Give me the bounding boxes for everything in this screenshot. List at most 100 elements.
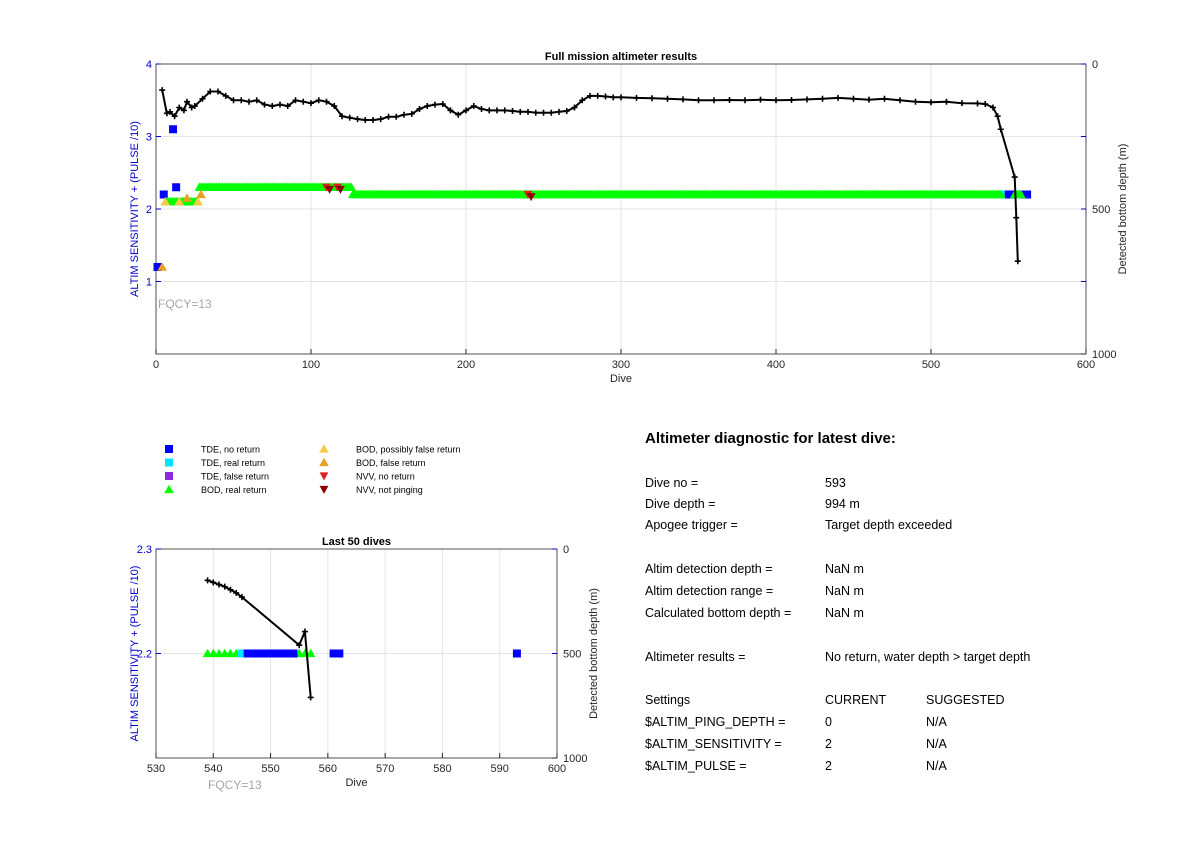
data-point: [773, 97, 779, 104]
y-tick-label: 2: [146, 204, 152, 216]
data-point: [216, 581, 223, 588]
data-point: [897, 97, 903, 104]
data-point: [182, 193, 192, 202]
series-tde-real-return: [237, 649, 246, 658]
data-point: [277, 101, 283, 108]
data-point: [260, 649, 269, 658]
diag-row-calculated-bottom-depth: Calculated bottom depth = NaN m: [645, 606, 1165, 624]
data-point: [804, 96, 810, 103]
diag-label: Dive depth =: [645, 497, 716, 511]
diag-row-apogee-trigger: Apogee trigger = Target depth exceeded: [645, 518, 1165, 536]
legend-label: NVV, no return: [356, 472, 415, 482]
data-point: [525, 108, 531, 115]
data-point: [153, 263, 162, 271]
data-point: [255, 649, 264, 658]
data-point: [171, 113, 178, 120]
data-point: [974, 100, 981, 107]
data-point: [881, 95, 888, 102]
diag-label: Altimeter results =: [645, 650, 746, 664]
settings-suggested: N/A: [926, 759, 947, 773]
data-point: [230, 97, 237, 104]
diag-value: NaN m: [825, 606, 864, 620]
diag-label: Apogee trigger =: [645, 518, 738, 532]
settings-row-pulse: $ALTIM_PULSE = 2 N/A: [645, 759, 1165, 777]
data-point: [163, 110, 170, 117]
series-tde-no-return: [153, 125, 1032, 271]
settings-header-row: Settings CURRENT SUGGESTED: [645, 693, 1165, 711]
data-point: [308, 100, 314, 107]
series-bod-real-return: [162, 182, 1026, 206]
data-point: [1014, 258, 1021, 265]
data-point: [726, 96, 733, 103]
x-tick-label: 500: [922, 359, 940, 371]
data-point: [169, 125, 178, 134]
data-point: [532, 109, 539, 116]
data-point: [272, 649, 281, 658]
y2-tick-label: 500: [563, 649, 581, 661]
legend: TDE, no return TDE, real return TDE, false…: [164, 444, 461, 495]
data-point: [243, 649, 252, 658]
y-tick-label: 2.3: [137, 544, 152, 556]
data-point: [307, 694, 314, 701]
series-tde-no-return: [243, 649, 521, 658]
data-point: [494, 107, 500, 114]
data-point: [331, 103, 338, 110]
diag-value: 593: [825, 476, 846, 490]
x-axis-label: Dive: [345, 777, 367, 789]
y-axis-label: ALTIM SENSITIVITY + (PULSE /10): [129, 121, 141, 297]
y2-tick-label: 1000: [563, 753, 587, 765]
x-tick-label: 540: [204, 763, 222, 775]
data-point: [227, 586, 234, 593]
data-point: [159, 190, 168, 199]
data-point: [478, 105, 485, 112]
data-point: [300, 98, 307, 105]
data-point: [1011, 174, 1018, 181]
data-point: [742, 97, 748, 104]
data-point: [633, 94, 640, 101]
data-point: [928, 99, 934, 106]
diag-row-altimeter-results: Altimeter results = No return, water dep…: [645, 650, 1165, 668]
x-tick-label: 600: [548, 763, 566, 775]
legend-label: NVV, not pinging: [356, 485, 423, 495]
data-point: [835, 94, 841, 101]
depth-line: [207, 579, 312, 698]
last-50-dives-chart: 530 540 550 560 570 580 590 600 2.2 2.3 0 500 1000 La…: [129, 536, 600, 792]
settings-row-ping-depth: $ALTIM_PING_DEPTH = 0 N/A: [645, 715, 1165, 733]
data-point: [191, 103, 198, 110]
x-tick-label: 300: [612, 359, 630, 371]
data-point: [401, 111, 407, 118]
data-point: [210, 579, 217, 586]
settings-header-current: CURRENT: [825, 693, 887, 707]
diag-row-dive-depth: Dive depth = 994 m: [645, 497, 1165, 515]
legend-marker: [165, 458, 173, 467]
data-point: [556, 108, 562, 115]
data-point: [866, 96, 872, 103]
legend-marker: [319, 457, 329, 467]
data-point: [501, 107, 508, 114]
data-point: [618, 94, 624, 101]
legend-label: BOD, false return: [356, 458, 426, 468]
data-point: [180, 107, 187, 114]
data-point: [526, 193, 536, 202]
x-tick-label: 590: [491, 763, 509, 775]
legend-label: TDE, no return: [201, 445, 260, 455]
legend-label: BOD, possibly false return: [356, 445, 461, 455]
series-nvv-not-pinging: [325, 185, 536, 202]
data-point: [548, 109, 555, 116]
data-point: [160, 196, 171, 206]
diag-value: No return, water depth > target depth: [825, 650, 1031, 664]
diag-value: NaN m: [825, 562, 864, 576]
settings-header-suggested: SUGGESTED: [926, 693, 1005, 707]
grid-lines: [156, 64, 1086, 354]
data-point: [540, 109, 547, 116]
data-point: [266, 649, 275, 658]
legend-item: NVV, no return: [319, 472, 415, 482]
data-point: [346, 182, 357, 191]
data-point: [850, 95, 857, 102]
legend-item: BOD, possibly false return: [319, 444, 461, 455]
diag-label: Altim detection range =: [645, 584, 774, 598]
data-point: [1016, 189, 1026, 199]
data-point: [246, 98, 252, 105]
data-point: [486, 107, 493, 114]
data-point: [253, 97, 260, 104]
